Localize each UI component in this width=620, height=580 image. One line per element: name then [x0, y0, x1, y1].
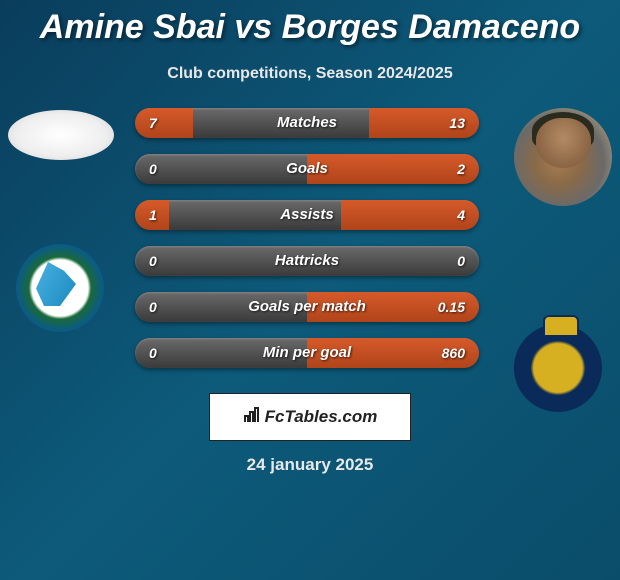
stat-label: Min per goal	[135, 338, 479, 368]
player-right-avatar	[514, 108, 612, 206]
stat-label: Hattricks	[135, 246, 479, 276]
stat-label: Matches	[135, 108, 479, 138]
stat-row: 713Matches	[135, 108, 479, 138]
stat-row: 00.15Goals per match	[135, 292, 479, 322]
player-left-avatar	[8, 110, 114, 160]
club-right-logo	[514, 324, 602, 412]
stat-row: 0860Min per goal	[135, 338, 479, 368]
stat-row: 02Goals	[135, 154, 479, 184]
stat-label: Assists	[135, 200, 479, 230]
stat-row: 14Assists	[135, 200, 479, 230]
stat-row: 00Hattricks	[135, 246, 479, 276]
chart-icon	[243, 406, 261, 429]
brand-badge: FcTables.com	[209, 393, 411, 441]
stat-label: Goals per match	[135, 292, 479, 322]
stat-label: Goals	[135, 154, 479, 184]
brand-text: FcTables.com	[265, 407, 378, 427]
footer-date: 24 january 2025	[0, 455, 620, 475]
club-left-logo	[16, 244, 104, 332]
stat-bars: 713Matches 02Goals 14Assists 00Hattricks 00.…	[135, 108, 479, 384]
page-subtitle: Club competitions, Season 2024/2025	[0, 65, 620, 83]
page-title: Amine Sbai vs Borges Damaceno	[0, 0, 620, 47]
